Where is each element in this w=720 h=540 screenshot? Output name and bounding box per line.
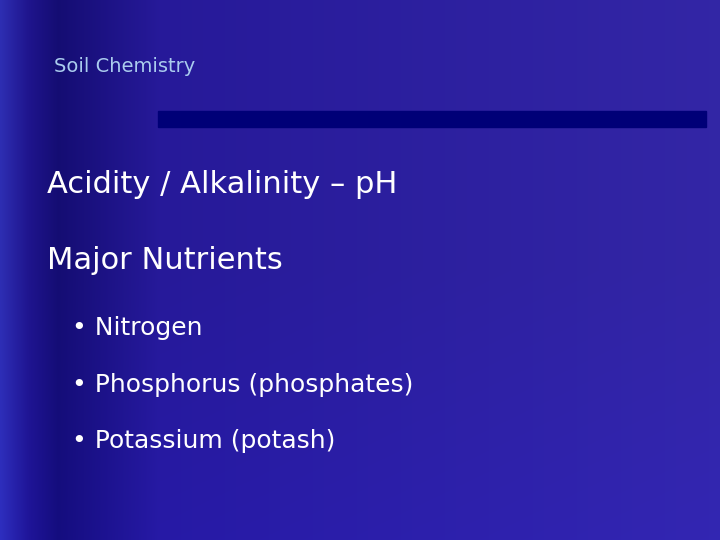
Text: • Phosphorus (phosphates): • Phosphorus (phosphates): [72, 373, 413, 396]
Text: Major Nutrients: Major Nutrients: [47, 246, 282, 275]
Text: Soil Chemistry: Soil Chemistry: [54, 57, 195, 76]
Text: • Potassium (potash): • Potassium (potash): [72, 429, 336, 453]
Text: Acidity / Alkalinity – pH: Acidity / Alkalinity – pH: [47, 170, 397, 199]
Bar: [158, 111, 706, 127]
Text: • Nitrogen: • Nitrogen: [72, 316, 202, 340]
